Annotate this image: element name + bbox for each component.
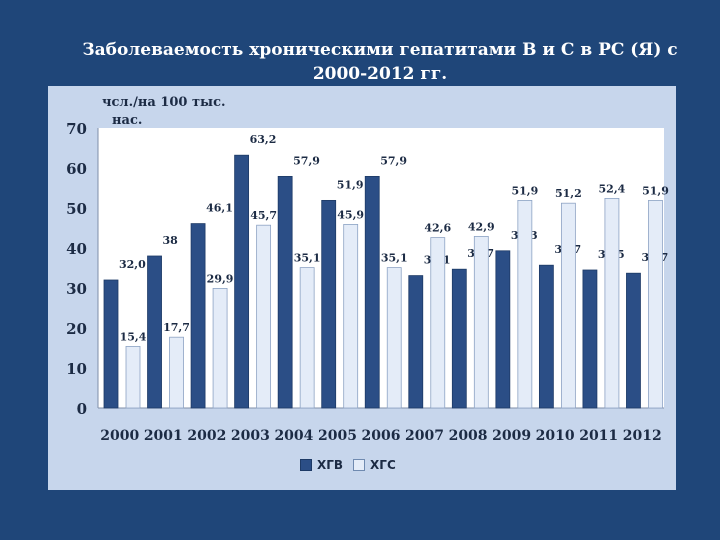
data-label-hgv: 46,1 — [206, 202, 233, 215]
bar-hgs — [430, 237, 446, 409]
data-label-hgs: 35,1 — [294, 252, 321, 265]
slide-title-line1: Заболеваемость хроническими гепатитами В… — [82, 40, 678, 60]
chart-legend: ХГВ ХГС — [300, 458, 396, 472]
x-tick-label: 2009 — [492, 428, 531, 444]
data-label-hgs: 51,9 — [642, 184, 669, 197]
bar-hgs — [299, 267, 315, 409]
x-tick-label: 2004 — [274, 428, 313, 444]
data-label-hgs: 29,9 — [207, 272, 234, 285]
y-axis-label-line1: чсл./на 100 тыс. — [102, 95, 226, 110]
bar-hgs — [125, 345, 141, 409]
data-label-hgv: 63,2 — [250, 133, 277, 146]
bar-hgs — [212, 287, 228, 409]
bar-hgs — [560, 202, 576, 409]
bar-hgv — [234, 154, 250, 409]
y-tick-label: 60 — [66, 160, 87, 178]
data-label-hgs: 51,2 — [555, 187, 582, 200]
x-tick-label: 2005 — [318, 428, 357, 444]
slide-title-line2: 2000-2012 гг. — [312, 64, 448, 84]
bar-hgv — [451, 268, 467, 409]
data-label-hgs: 52,4 — [599, 182, 626, 195]
bar-hgs — [169, 336, 184, 409]
y-tick-label: 20 — [66, 320, 87, 338]
x-tick-label: 2006 — [362, 428, 401, 444]
bar-hgv — [277, 175, 293, 409]
bar-hgs — [517, 199, 533, 409]
data-label-hgv: 57,9 — [293, 154, 320, 167]
x-tick-label: 2007 — [405, 428, 444, 444]
bar-hgv — [582, 269, 598, 409]
legend-swatch-hgv — [300, 459, 312, 471]
legend-item-hgs: ХГС — [353, 458, 396, 472]
bar-hgv — [626, 272, 641, 409]
bar-hgs — [256, 224, 272, 409]
legend-label-hgv: ХГВ — [317, 458, 344, 472]
bar-hgv — [538, 264, 554, 409]
bar-hgs — [343, 223, 359, 409]
data-label-hgv: 57,9 — [380, 154, 407, 167]
x-tick-label: 2010 — [536, 428, 575, 444]
data-label-hgv: 38 — [163, 234, 179, 247]
bar-hgv — [321, 199, 337, 409]
y-axis-label-line2: нас. — [112, 113, 142, 128]
x-tick-label: 2008 — [449, 428, 488, 444]
data-label-hgs: 45,9 — [337, 208, 364, 221]
x-tick-label: 2012 — [623, 428, 662, 444]
bar-hgv — [364, 175, 380, 409]
data-label-hgs: 15,4 — [120, 330, 147, 343]
legend-swatch-hgs — [353, 459, 366, 471]
y-tick-label: 50 — [66, 200, 87, 218]
bar-hgs — [648, 199, 663, 409]
bar-hgs — [604, 197, 620, 409]
x-tick-label: 2000 — [100, 428, 139, 444]
legend-label-hgs: ХГС — [370, 458, 396, 472]
bar-hgs — [386, 267, 402, 409]
data-label-hgs: 35,1 — [381, 252, 408, 265]
bar-hgs — [473, 235, 489, 409]
data-label-hgv: 51,9 — [337, 178, 364, 191]
data-label-hgs: 45,7 — [250, 209, 277, 222]
x-tick-label: 2001 — [144, 428, 183, 444]
data-label-hgs: 42,6 — [424, 222, 451, 235]
y-tick-label: 10 — [66, 360, 87, 378]
bar-hgv — [190, 223, 206, 409]
legend-item-hgv: ХГВ — [300, 458, 343, 472]
data-label-hgs: 42,9 — [468, 220, 495, 233]
bar-hgv — [103, 279, 119, 409]
bar-hgv — [408, 275, 424, 409]
y-tick-label: 40 — [66, 240, 87, 258]
y-tick-label: 30 — [66, 280, 87, 298]
x-tick-label: 2003 — [231, 428, 270, 444]
data-label-hgs: 51,9 — [511, 184, 538, 197]
bar-hgv — [147, 255, 162, 409]
x-tick-label: 2011 — [579, 428, 618, 444]
data-label-hgv: 32,0 — [119, 258, 146, 271]
data-label-hgs: 17,7 — [163, 321, 190, 334]
y-tick-label: 0 — [77, 400, 87, 418]
y-tick-label: 70 — [66, 120, 87, 138]
bar-hgv — [495, 250, 511, 409]
x-tick-label: 2002 — [187, 428, 226, 444]
